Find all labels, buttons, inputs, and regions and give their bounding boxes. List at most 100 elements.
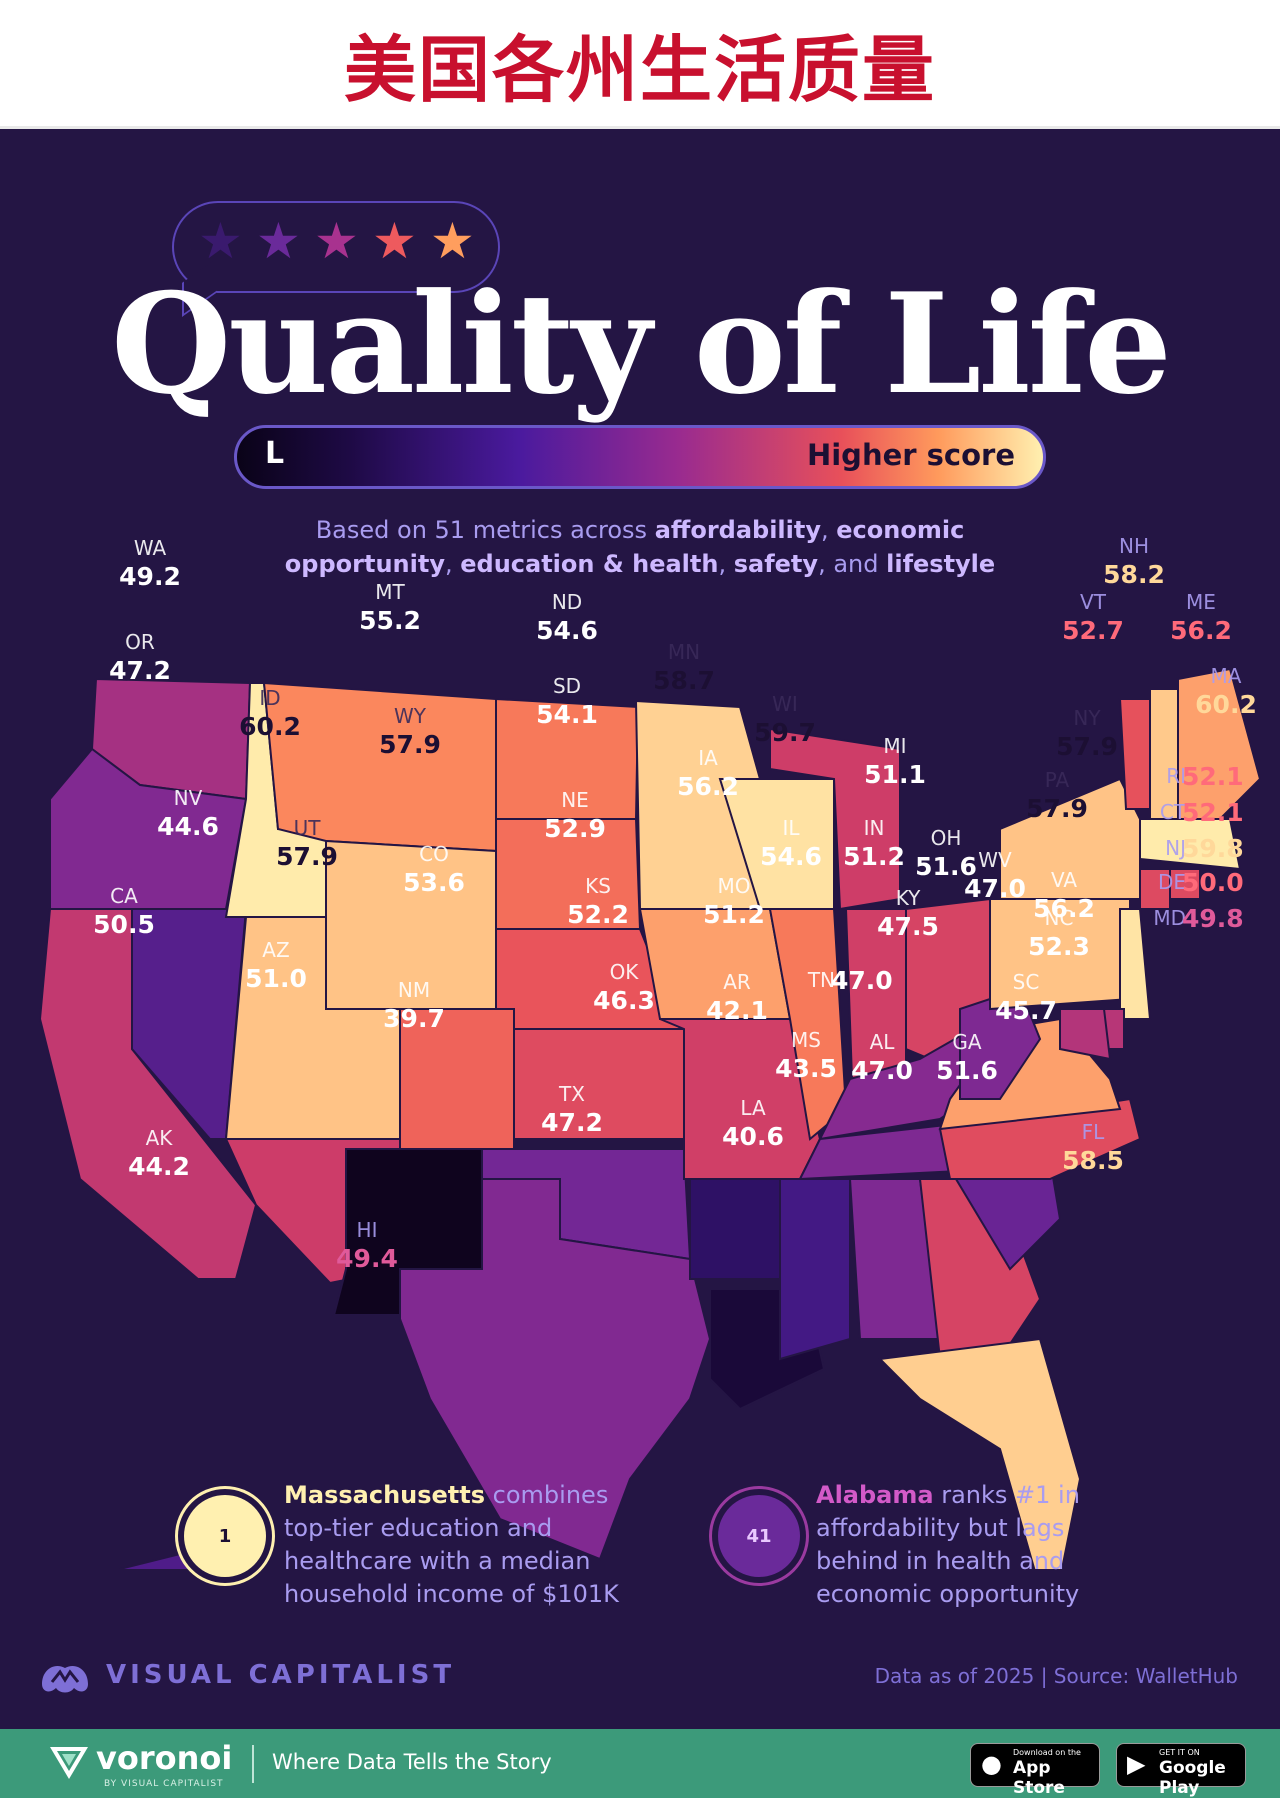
visual-capitalist-logo-icon (42, 1665, 88, 1693)
state-abbr-nv: NV (173, 786, 203, 810)
main-title: Quality of Life (111, 262, 1172, 425)
state-abbr-de: DE (1157, 870, 1186, 894)
state-abbr-pa: PA (1044, 768, 1070, 792)
star-icon: ★ (256, 212, 301, 270)
banner-title: 美国各州生活质量 (343, 27, 936, 112)
star-icon: ★ (372, 212, 417, 270)
callout-line: healthcare with a median (284, 1547, 591, 1575)
state-shape-mi (769, 727, 901, 911)
state-score-mt: 55.2 (359, 606, 421, 635)
subtitle-keyword: economic (836, 516, 965, 544)
callout-line: Massachusetts combines (284, 1479, 619, 1512)
state-score-ok: 46.3 (593, 986, 655, 1015)
top-banner: 美国各州生活质量 (0, 0, 1280, 129)
state-abbr-ga: GA (952, 1030, 982, 1054)
state-abbr-nc: NC (1044, 906, 1074, 930)
state-score-ga: 51.6 (936, 1056, 998, 1085)
state-abbr-al: AL (869, 1030, 895, 1054)
state-score-id: 60.2 (239, 712, 301, 741)
infographic-poster: ★ ★ ★ ★ ★ Quality of Life L Higher score… (0, 129, 1280, 1729)
voronoi-logo-icon (50, 1747, 88, 1779)
state-abbr-sc: SC (1012, 970, 1040, 994)
state-score-ms: 43.5 (775, 1054, 837, 1083)
subtitle-line-1: Based on 51 metrics across affordability… (0, 513, 1280, 547)
state-shape-nj (1119, 908, 1152, 1020)
footer-bar: voronoi BY VISUAL CAPITALIST Where Data … (0, 1729, 1280, 1798)
state-score-hi: 49.4 (336, 1244, 398, 1273)
state-abbr-ri: RI (1166, 764, 1186, 788)
rank-medal-massachusetts: 1 (184, 1495, 266, 1577)
rank-number: 1 (218, 1525, 232, 1547)
star-icon: ★ (198, 212, 243, 270)
state-score-ia: 56.2 (677, 772, 739, 801)
state-score-il: 54.6 (760, 842, 822, 871)
callout-state-name: Alabama (816, 1481, 934, 1509)
google-play-icon: ▶ (1127, 1750, 1146, 1778)
state-abbr-id: ID (259, 686, 281, 710)
state-score-nd: 54.6 (536, 616, 598, 645)
state-score-tn: 47.0 (831, 966, 893, 995)
star-icon: ★ (430, 212, 475, 270)
state-abbr-ca: CA (110, 884, 138, 908)
state-score-tx: 47.2 (541, 1108, 603, 1137)
state-abbr-ny: NY (1073, 706, 1101, 730)
state-score-mi: 51.1 (864, 760, 926, 789)
voronoi-brand-sub: BY VISUAL CAPITALIST (104, 1779, 224, 1789)
subtitle-text: , and (818, 550, 887, 578)
google-play-badge[interactable]: ▶ GET IT ON Google Play (1116, 1743, 1246, 1798)
legend-low-label: L (265, 436, 285, 471)
state-score-ar: 42.1 (706, 996, 768, 1025)
state-abbr-az: AZ (262, 938, 290, 962)
subtitle-keyword: opportunity (284, 550, 445, 578)
state-score-in: 51.2 (843, 842, 905, 871)
state-score-nv: 44.6 (157, 812, 219, 841)
subtitle-keyword: affordability (654, 516, 821, 544)
state-abbr-wy: WY (394, 704, 426, 728)
app-store-badge[interactable]: ● Download on the App Store (970, 1743, 1100, 1798)
subtitle-text: , (821, 516, 837, 544)
state-score-mo: 51.2 (703, 900, 765, 929)
subtitle-keyword: lifestyle (886, 550, 996, 578)
state-score-wi: 59.7 (754, 718, 816, 747)
state-abbr-tn: TN (807, 968, 835, 992)
subtitle-line-2: opportunity, education & health, safety,… (0, 547, 1280, 581)
state-abbr-ks: KS (585, 874, 611, 898)
state-abbr-ok: OK (609, 960, 639, 984)
state-score-ca: 50.5 (93, 910, 155, 939)
state-abbr-ma: MA (1210, 664, 1242, 688)
callout-line: top-tier education and (284, 1514, 553, 1542)
state-abbr-ky: KY (895, 886, 921, 910)
callout-massachusetts: Massachusetts combines top-tier educatio… (284, 1479, 619, 1611)
state-score-ut: 57.9 (276, 842, 338, 871)
state-score-de: 50.0 (1182, 868, 1244, 897)
state-shape-fl (877, 1337, 1082, 1569)
callout-line: household income of $101K (284, 1580, 619, 1608)
state-shape-me (1177, 667, 1262, 841)
subtitle-text: Based on 51 metrics across (315, 516, 655, 544)
state-score-co: 53.6 (403, 868, 465, 897)
state-score-md: 49.8 (1182, 904, 1244, 933)
state-abbr-va: VA (1050, 868, 1078, 892)
state-abbr-wi: WI (772, 692, 798, 716)
state-abbr-vt: VT (1080, 590, 1106, 614)
legend-high-label: Higher score (806, 438, 1015, 472)
badge-small-text: GET IT ON (1159, 1748, 1200, 1757)
state-score-sc: 45.7 (995, 996, 1057, 1025)
state-abbr-il: IL (782, 816, 800, 840)
state-score-wv: 47.0 (964, 874, 1026, 903)
state-abbr-fl: FL (1081, 1120, 1105, 1144)
state-score-ri: 52.1 (1182, 762, 1244, 791)
state-score-va: 56.2 (1033, 894, 1095, 923)
callout-alabama: Alabama ranks #1 in affordability but la… (816, 1479, 1080, 1611)
state-score-ne: 52.9 (544, 814, 606, 843)
state-score-fl: 58.5 (1062, 1146, 1124, 1175)
callout-state-name: Massachusetts (284, 1481, 486, 1509)
state-score-oh: 51.6 (915, 852, 977, 881)
state-abbr-co: CO (419, 842, 449, 866)
state-score-ks: 52.2 (567, 900, 629, 929)
color-scale-legend: L Higher score (234, 425, 1046, 489)
state-abbr-md: MD (1153, 906, 1186, 930)
star-icon: ★ (314, 212, 359, 270)
state-abbr-ia: IA (698, 746, 718, 770)
state-score-sd: 54.1 (536, 700, 598, 729)
